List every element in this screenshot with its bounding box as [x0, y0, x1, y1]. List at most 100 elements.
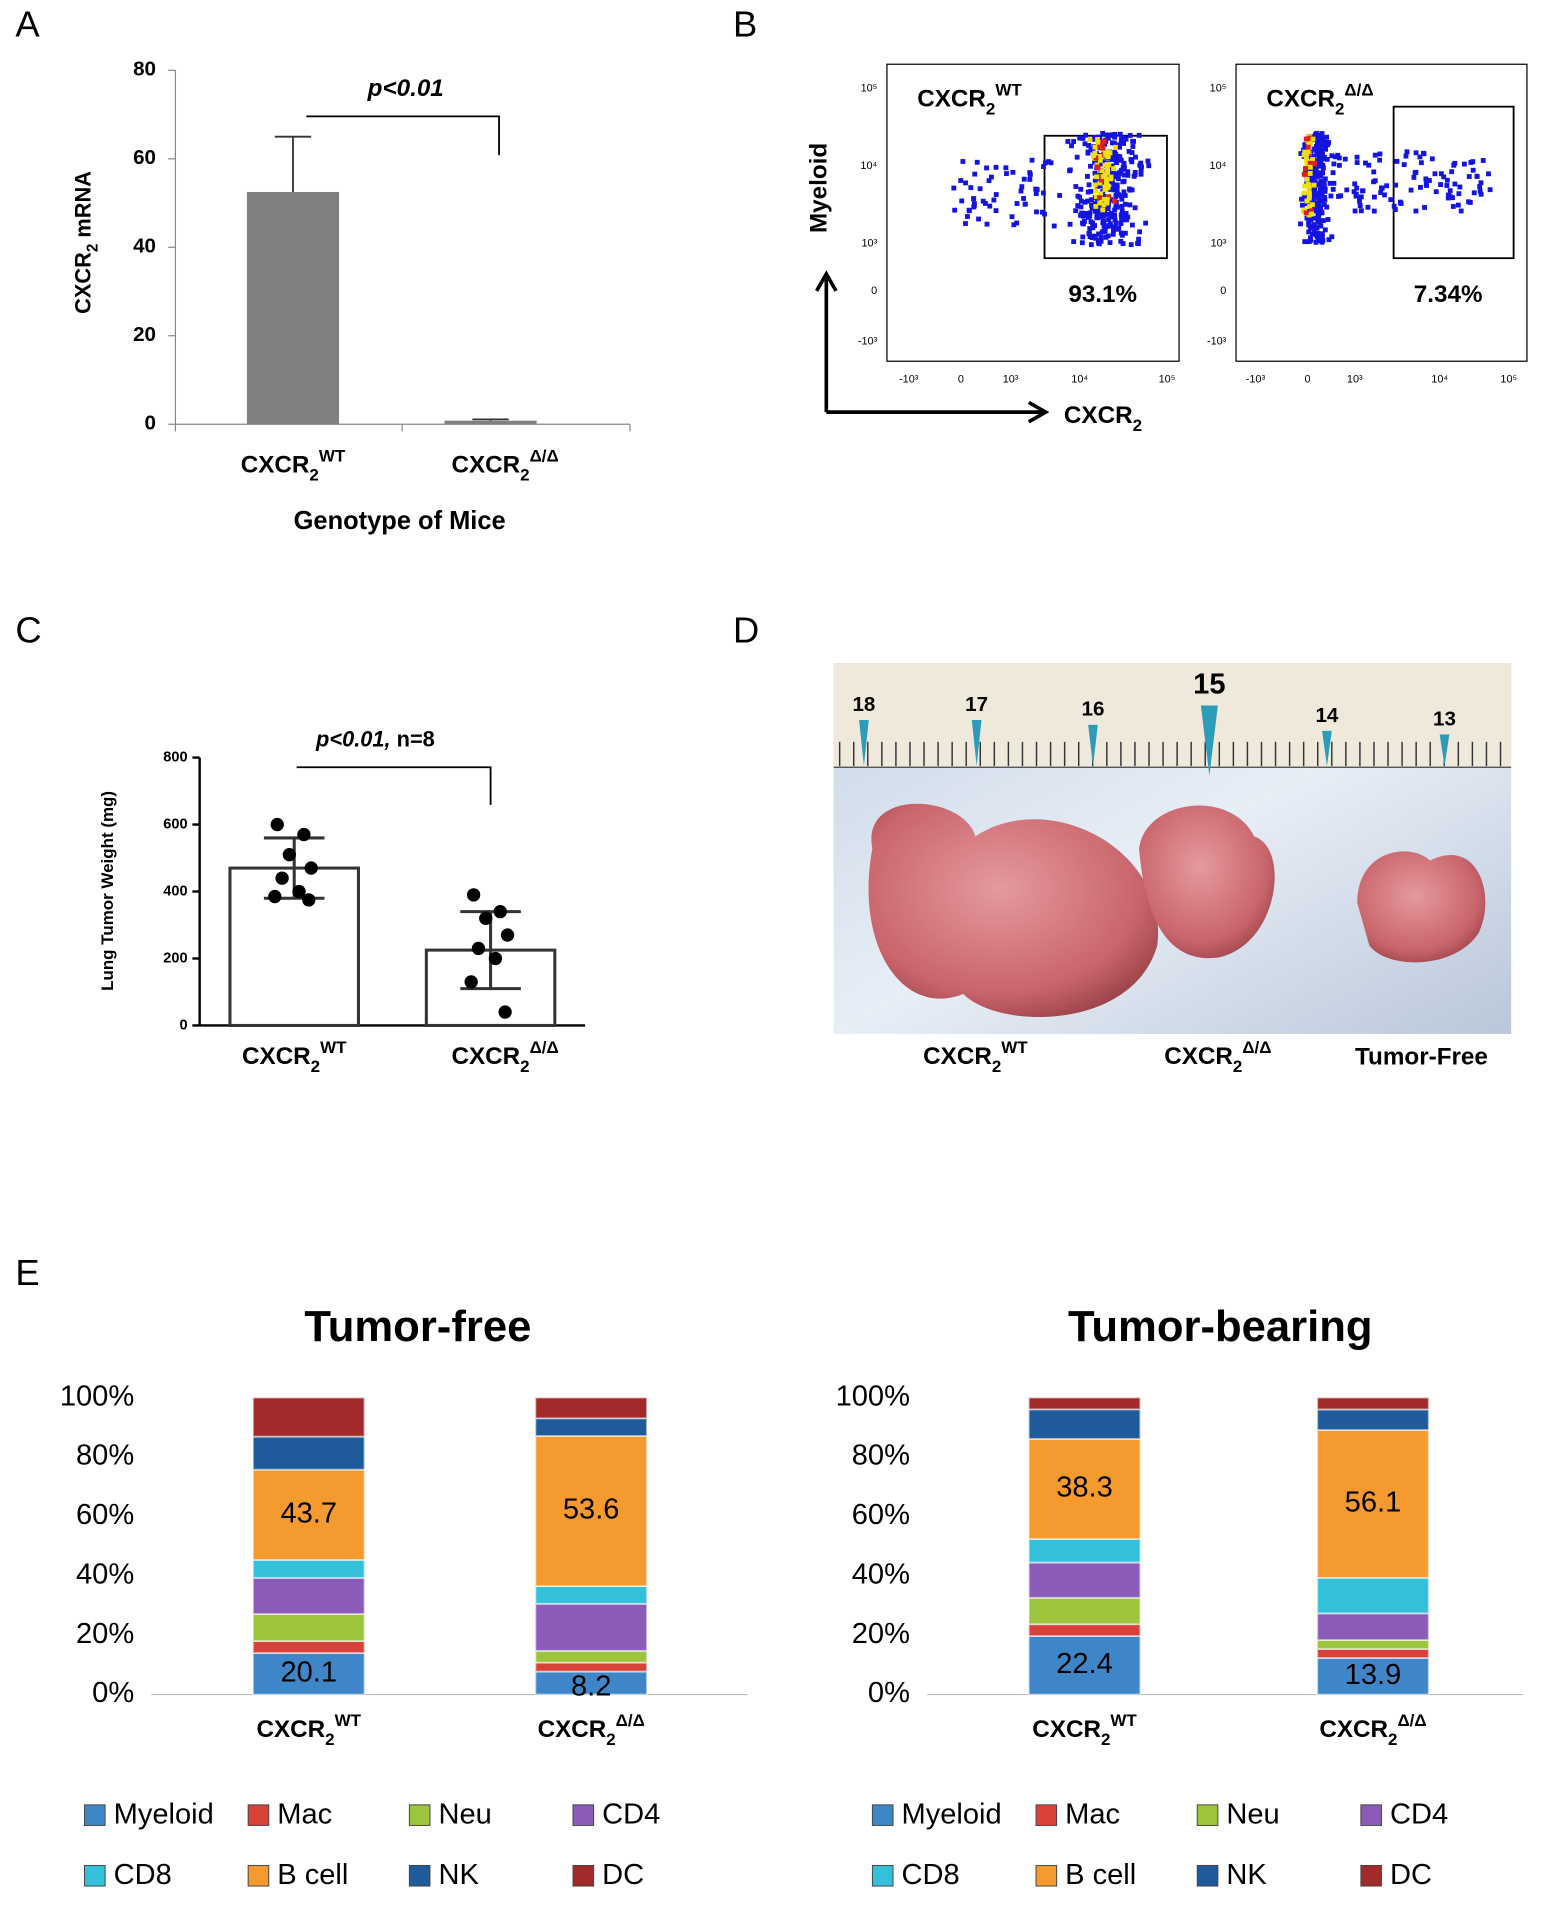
- bar-segment: [1316, 1396, 1430, 1411]
- legend-swatch: [408, 1804, 431, 1826]
- event-dot: [1304, 154, 1309, 160]
- plot-title-part: CXCR: [917, 86, 986, 113]
- event-dot: [1319, 135, 1325, 141]
- event-dot: [971, 201, 977, 206]
- x-tick-label: -10³: [899, 373, 919, 385]
- event-dot: [1477, 184, 1483, 189]
- event-dot: [1080, 213, 1086, 219]
- event-dot: [1085, 149, 1091, 155]
- event-dot: [1452, 160, 1458, 166]
- x-tick-label: CXCR2WT: [257, 1711, 362, 1749]
- photo-label: CXCR2WT: [923, 1038, 1028, 1076]
- bar-segment: [534, 1435, 648, 1588]
- event-dot: [1318, 231, 1324, 237]
- event-dot: [1305, 139, 1311, 145]
- event-dot: [1100, 196, 1106, 202]
- x-tick-label: CXCR2Δ/Δ: [538, 1711, 645, 1749]
- event-dot: [1327, 180, 1333, 186]
- event-dot: [1097, 144, 1103, 150]
- x-tick-label-part: WT: [1110, 1711, 1137, 1730]
- event-dot: [1324, 134, 1330, 140]
- x-tick-label: CXCR2Δ/Δ: [452, 447, 559, 485]
- bar-segment: [252, 1396, 366, 1438]
- event-dot: [1090, 225, 1096, 231]
- x-tick-label-part: Δ/Δ: [616, 1711, 645, 1730]
- event-dot: [1109, 157, 1115, 162]
- event-dot: [1125, 169, 1131, 175]
- y-tick-label: 400: [163, 883, 187, 899]
- event-dot: [1119, 208, 1125, 214]
- event-dot: [1336, 155, 1342, 161]
- event-dot: [1316, 150, 1322, 156]
- event-dot: [1300, 208, 1306, 214]
- event-dot: [1143, 220, 1149, 226]
- event-dot: [1309, 208, 1314, 214]
- event-dot: [1326, 237, 1332, 243]
- event-dot: [1073, 208, 1079, 214]
- legend-swatch: [84, 1864, 106, 1887]
- event-dot: [1085, 173, 1090, 179]
- event-dot: [968, 185, 974, 191]
- event-dot: [1102, 149, 1108, 155]
- event-dot: [991, 197, 997, 203]
- event-dot: [1114, 185, 1120, 191]
- event-dot: [1312, 179, 1318, 185]
- event-dot: [1115, 174, 1121, 180]
- event-dot: [1046, 159, 1051, 164]
- event-dot: [1445, 195, 1451, 201]
- y-tick-label: 40%: [76, 1558, 134, 1590]
- event-dot: [1111, 152, 1117, 158]
- event-dot: [1305, 144, 1311, 150]
- data-point: [471, 941, 486, 956]
- ruler: [833, 663, 1512, 768]
- event-dot: [1311, 195, 1317, 201]
- x-axis-label-part: 2: [1133, 416, 1142, 435]
- event-dot: [984, 165, 989, 171]
- event-dot: [972, 171, 978, 177]
- event-dot: [1314, 147, 1320, 153]
- x-tick-label-part: CXCR: [241, 452, 310, 479]
- plot-title: CXCR2Δ/Δ: [1266, 81, 1373, 119]
- plot-title-part: WT: [995, 81, 1022, 100]
- event-dot: [1067, 221, 1073, 227]
- event-dot: [1312, 161, 1318, 166]
- event-dot: [1080, 135, 1086, 141]
- event-dot: [1319, 150, 1325, 156]
- event-dot: [1132, 205, 1138, 211]
- event-dot: [1137, 229, 1143, 235]
- lung-wt: [868, 803, 1159, 1018]
- event-dot: [1302, 195, 1308, 201]
- event-dot: [1413, 169, 1419, 175]
- event-dot: [1301, 171, 1307, 177]
- event-dot: [1099, 229, 1105, 235]
- event-dot: [1330, 170, 1336, 176]
- event-dot: [1119, 216, 1125, 222]
- event-dot: [1022, 201, 1028, 207]
- event-dot: [1120, 166, 1126, 172]
- ruler-marker: [971, 720, 982, 767]
- event-dot: [1310, 202, 1315, 208]
- gate-percent: 7.34%: [1414, 281, 1483, 308]
- event-dot: [1318, 191, 1324, 197]
- event-dot: [1097, 157, 1103, 163]
- event-dot: [1457, 184, 1463, 190]
- event-dot: [1324, 156, 1330, 162]
- panel-label: B: [733, 3, 757, 44]
- event-dot: [1311, 182, 1317, 188]
- x-tick-label: CXCR2WT: [242, 1038, 347, 1076]
- photo-label-part: 2: [1233, 1057, 1242, 1076]
- plot-title-part: 2: [1335, 100, 1344, 119]
- event-dot: [1088, 163, 1093, 169]
- event-dot: [1108, 176, 1114, 182]
- bar-segment: [252, 1558, 366, 1579]
- x-tick-label-part: CXCR: [242, 1044, 311, 1071]
- event-dot: [1112, 131, 1118, 137]
- event-dot: [1128, 157, 1134, 162]
- event-dot: [1372, 152, 1378, 158]
- data-label: 20.1: [280, 1656, 337, 1688]
- event-dot: [1086, 231, 1092, 237]
- event-dot: [1379, 185, 1384, 191]
- event-dot: [1102, 185, 1108, 190]
- legend-label: Mac: [277, 1798, 332, 1830]
